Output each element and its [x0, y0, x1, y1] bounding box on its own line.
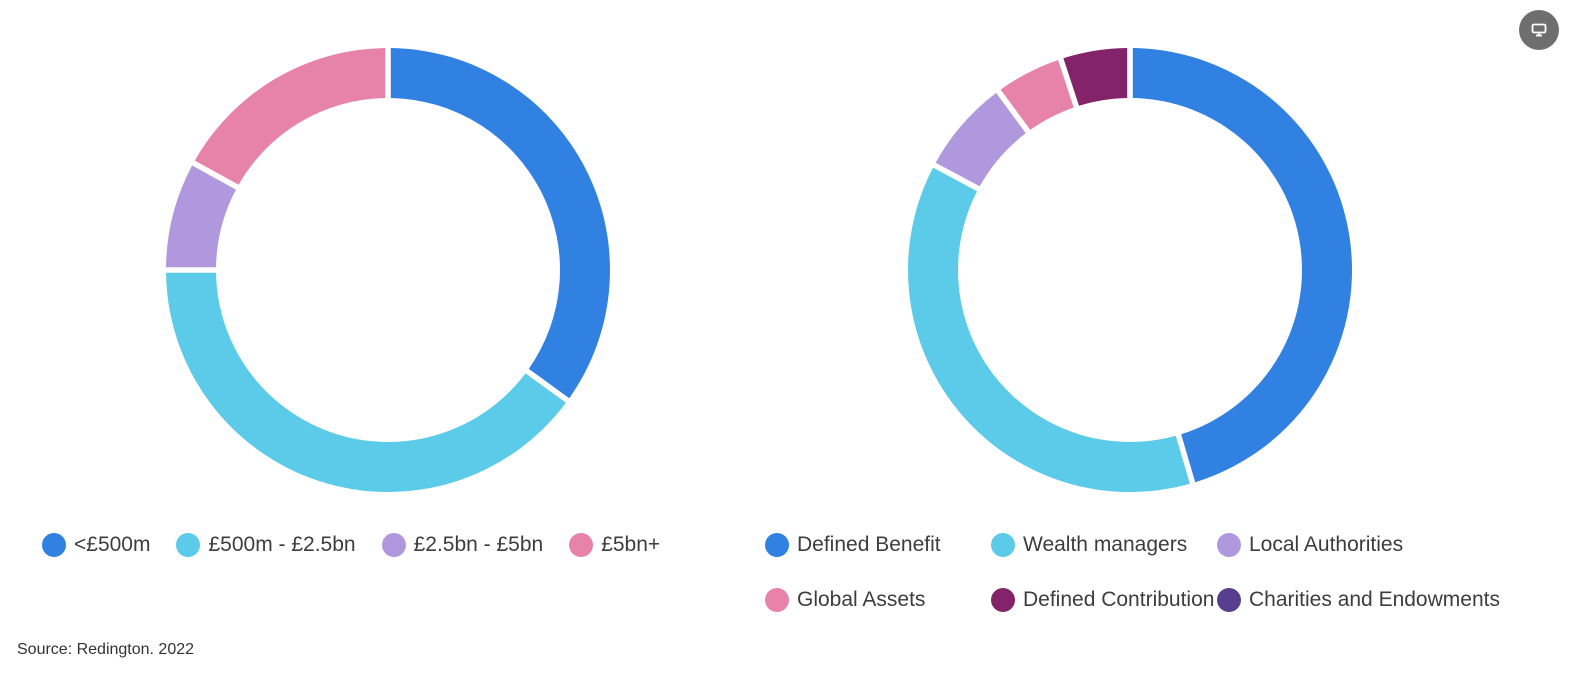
legend-client-type: Defined Benefit Wealth managers Local Auth…	[765, 532, 1585, 613]
legend-label: Wealth managers	[1023, 533, 1188, 556]
legend-item[interactable]: Wealth managers	[991, 532, 1217, 558]
donut-slice-global-assets[interactable]	[1000, 59, 1074, 130]
legend-swatch	[991, 533, 1015, 557]
legend-item[interactable]: £2.5bn - £5bn	[381, 532, 544, 558]
legend-swatch	[176, 533, 201, 557]
monitor-icon	[1531, 23, 1547, 37]
legend-item[interactable]: <£500m	[42, 532, 150, 558]
legend-label: Defined Benefit	[797, 533, 941, 556]
legend-label: £2.5bn - £5bn	[413, 533, 544, 556]
legend-item[interactable]: £5bn+	[569, 532, 660, 558]
legend-swatch	[765, 533, 789, 557]
donut-slice-defined-contribution[interactable]	[1063, 48, 1128, 106]
donut-slice-local-authorities[interactable]	[935, 92, 1026, 187]
donut-slice-5bn[interactable]	[194, 48, 386, 185]
legend-swatch	[381, 533, 406, 557]
donut-chart-client-type	[908, 48, 1353, 492]
legend-aum: <£500m £500m - £2.5bn £2.5bn - £5bn £5bn+	[42, 532, 742, 558]
legend-label: £5bn+	[601, 533, 661, 556]
legend-label: Global Assets	[797, 588, 926, 611]
legend-label: Defined Contribution	[1023, 588, 1215, 611]
legend-label: £500m - £2.5bn	[208, 533, 356, 556]
legend-swatch	[1217, 533, 1241, 557]
donut-slice-500m-2-5bn[interactable]	[166, 272, 566, 492]
legend-label: Local Authorities	[1249, 533, 1404, 556]
donut-slice-wealth-managers[interactable]	[908, 167, 1190, 492]
legend-label: <£500m	[74, 533, 151, 556]
legend-item[interactable]: Charities and Endowments	[1217, 587, 1500, 613]
donut-slice-500m[interactable]	[390, 48, 610, 399]
legend-item[interactable]: £500m - £2.5bn	[176, 532, 356, 558]
legend-item[interactable]: Global Assets	[765, 587, 991, 613]
donut-chart-aum	[166, 48, 610, 492]
monitor-button[interactable]	[1519, 10, 1559, 50]
legend-swatch	[1217, 588, 1241, 612]
legend-swatch	[991, 588, 1015, 612]
legend-swatch	[42, 533, 66, 557]
legend-item[interactable]: Local Authorities	[1217, 532, 1483, 558]
legend-swatch	[569, 533, 594, 557]
donut-slice-2-5bn-5bn[interactable]	[166, 165, 236, 268]
legend-swatch	[765, 588, 789, 612]
legend-item[interactable]: Defined Benefit	[765, 532, 991, 558]
legend-item[interactable]: Defined Contribution	[991, 587, 1217, 613]
legend-label: Charities and Endowments	[1249, 588, 1500, 611]
donut-slice-defined-benefit[interactable]	[1132, 48, 1353, 483]
source-note: Source: Redington. 2022	[17, 641, 195, 658]
